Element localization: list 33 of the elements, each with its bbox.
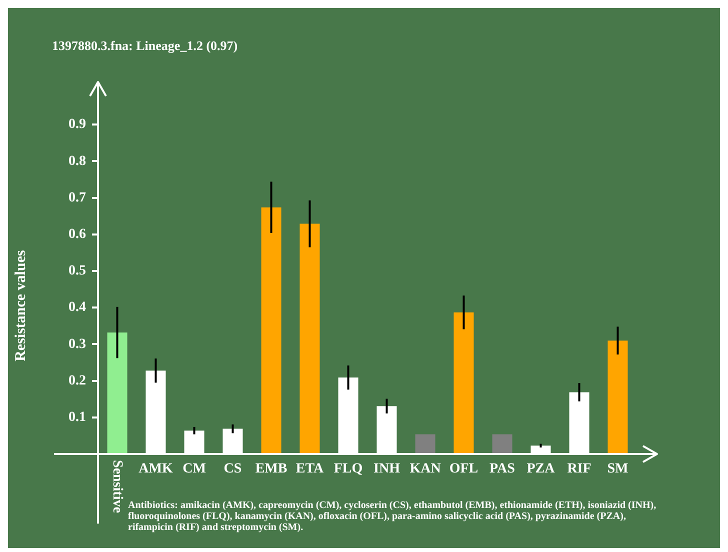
y-tick-label: 0.5	[68, 264, 86, 279]
x-tick-label: Sensitive	[110, 460, 125, 513]
x-tick-label: CS	[224, 462, 242, 477]
x-tick-label: FLQ	[334, 462, 363, 477]
x-tick-label: INH	[374, 462, 400, 477]
bar	[300, 224, 320, 454]
bar	[492, 434, 512, 454]
y-tick-label: 0.2	[68, 373, 86, 388]
x-tick-label: PZA	[526, 462, 556, 477]
y-tick-label: 0.9	[68, 117, 86, 132]
x-tick-label: SM	[607, 462, 628, 477]
x-tick-label: KAN	[410, 462, 441, 477]
y-tick-label: 0.7	[68, 190, 86, 206]
y-axis-title: Resistance values	[12, 250, 29, 362]
y-tick-label: 0.4	[68, 300, 86, 316]
x-tick-label: RIF	[567, 462, 592, 477]
bar	[107, 332, 128, 454]
bar	[454, 312, 474, 454]
y-tick-label: 0.3	[68, 336, 86, 352]
x-tick-label: ETA	[296, 462, 325, 477]
x-tick-label: OFL	[449, 462, 478, 477]
x-tick-label: CM	[182, 462, 206, 477]
x-tick-label: AMK	[138, 462, 173, 477]
bar	[261, 207, 282, 454]
bar	[608, 340, 628, 454]
y-tick-label: 0.1	[68, 410, 86, 426]
x-tick-label: EMB	[255, 462, 288, 477]
y-tick-label: 0.6	[68, 227, 86, 242]
chart-title: 1397880.3.fna: Lineage_1.2 (0.97)	[52, 38, 238, 54]
annotation: Antibiotics: amikacin (AMK), capreomycin (CM), cycloserin (CS), ethambutol (EMB), ethionamide (ETH), isoniazid (INH), fluoroquinolones (FLQ), kanamycin (KAN), ofloxacin (OFL), para-amino salicyclic acid (PAS), pyrazinamide (PZA), rifampicin (RIF) and streptomycin (SM).	[128, 500, 658, 533]
x-tick-label: PAS	[490, 462, 516, 477]
y-tick-label: 0.8	[68, 154, 86, 169]
bar	[415, 434, 436, 454]
